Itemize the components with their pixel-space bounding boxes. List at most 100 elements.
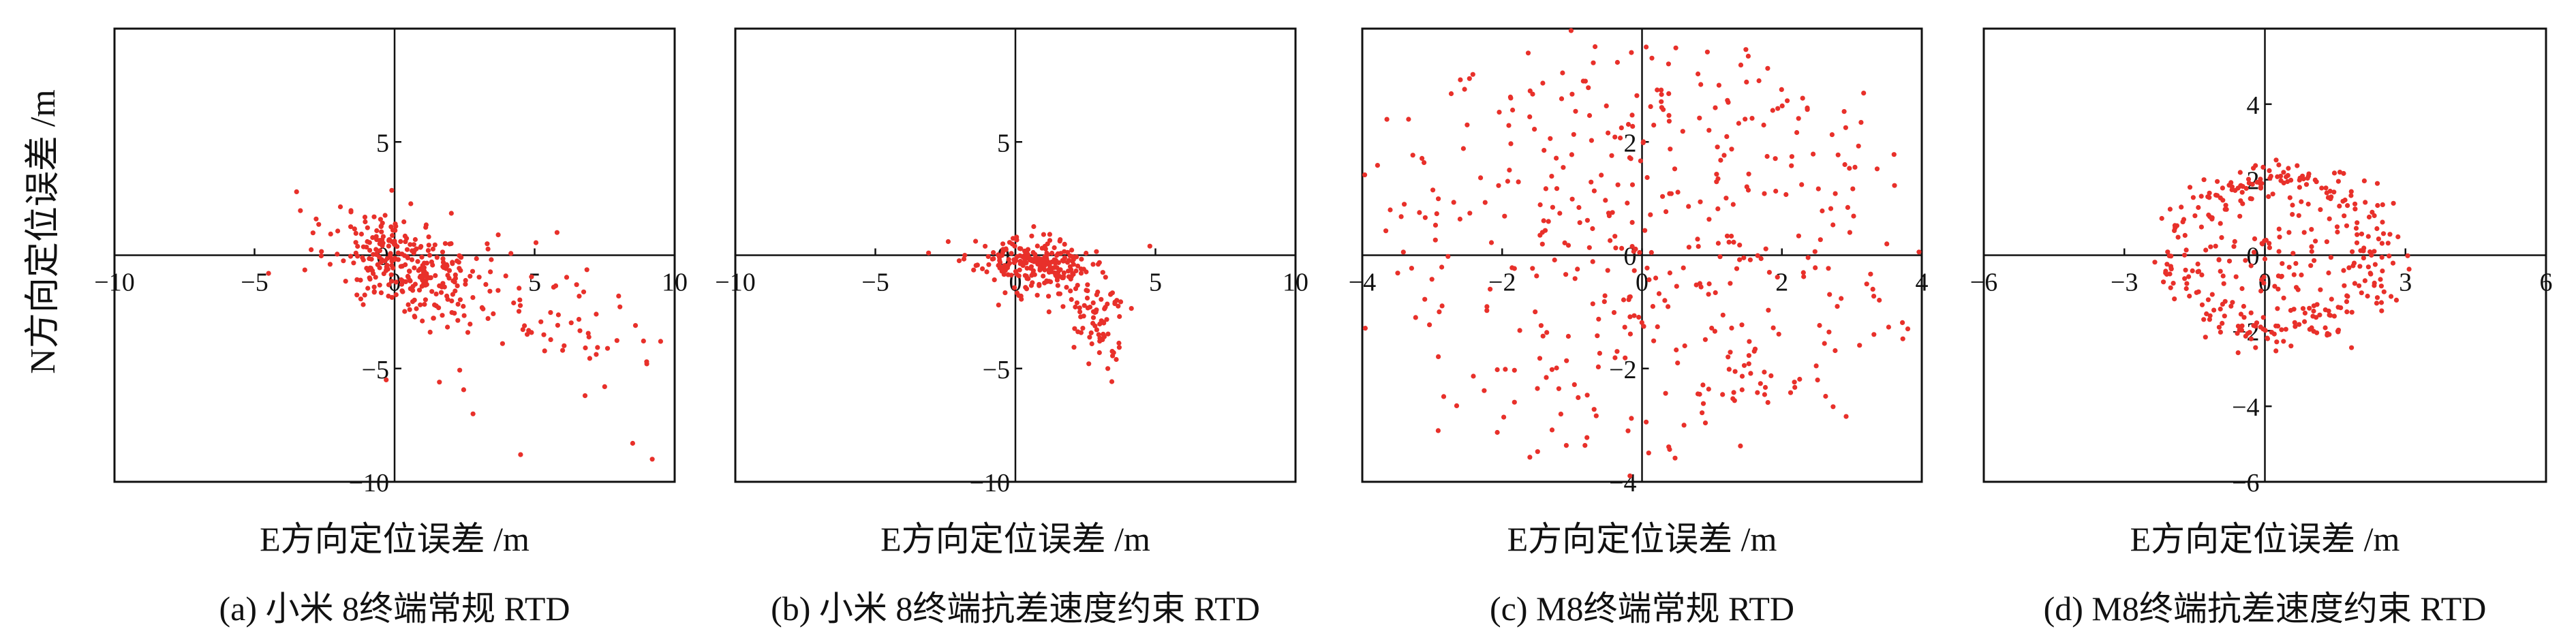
data-point	[1559, 96, 1565, 102]
data-point	[2183, 247, 2189, 253]
y-tick-label: 2	[2247, 167, 2260, 196]
data-point	[1516, 179, 1521, 185]
data-point	[1543, 186, 1548, 191]
data-point	[355, 254, 361, 259]
data-point	[379, 229, 384, 234]
data-point	[1613, 245, 1619, 251]
data-point	[370, 235, 375, 241]
data-point	[1792, 380, 1797, 385]
data-point	[1697, 115, 1702, 121]
data-point	[2214, 193, 2220, 198]
data-point	[1467, 211, 1473, 216]
data-point	[2241, 315, 2247, 320]
data-point	[1575, 266, 1580, 272]
data-point	[1505, 179, 1510, 184]
data-point	[409, 257, 415, 262]
data-point	[2216, 324, 2222, 330]
data-point	[2378, 283, 2384, 289]
data-point	[1768, 373, 1774, 379]
data-point	[1625, 428, 1631, 433]
data-point	[1568, 28, 1574, 33]
data-point	[2365, 234, 2371, 239]
data-point	[2331, 313, 2337, 319]
data-point	[1744, 79, 1749, 85]
data-point	[2172, 223, 2177, 228]
data-point	[2240, 201, 2245, 206]
data-point	[1625, 200, 1630, 206]
data-point	[1706, 281, 1712, 287]
data-point	[1871, 332, 1877, 337]
data-point	[1075, 263, 1081, 269]
data-point	[1680, 129, 1685, 134]
data-point	[1738, 62, 1744, 67]
data-point	[1813, 265, 1818, 271]
data-point	[328, 231, 333, 236]
data-point	[412, 247, 418, 253]
data-point	[1420, 155, 1425, 161]
data-point	[1796, 116, 1801, 121]
data-point	[2286, 230, 2292, 235]
data-point	[1608, 238, 1613, 243]
data-point	[1766, 270, 1772, 275]
data-point	[517, 297, 523, 303]
data-point	[2226, 258, 2233, 264]
data-point	[1764, 153, 1770, 159]
data-point	[1540, 333, 1546, 339]
y-tick-label: −4	[1609, 469, 1636, 497]
data-point	[2267, 241, 2272, 246]
data-point	[1564, 358, 1569, 363]
data-point	[1630, 123, 1636, 129]
data-point	[614, 338, 619, 343]
data-point	[1845, 204, 1850, 210]
data-point	[554, 230, 560, 235]
data-point	[568, 320, 574, 326]
data-point	[553, 283, 559, 288]
data-point	[2283, 326, 2288, 332]
data-point	[2270, 191, 2275, 197]
data-point	[2352, 281, 2357, 286]
data-point	[1712, 328, 1717, 334]
data-point	[576, 317, 582, 322]
data-point	[2391, 200, 2396, 206]
data-point	[2206, 212, 2211, 218]
data-point	[2365, 293, 2370, 299]
data-point	[1758, 381, 1763, 386]
data-point	[1734, 266, 1740, 271]
data-point	[2387, 254, 2392, 259]
data-point	[389, 187, 395, 193]
data-point	[2198, 224, 2204, 230]
data-point	[2222, 313, 2227, 319]
data-point	[2365, 264, 2371, 270]
data-point	[2260, 164, 2266, 170]
data-point	[2309, 244, 2314, 249]
data-point	[1078, 266, 1084, 272]
data-point	[1686, 245, 1691, 250]
x-tick-label: −6	[1970, 269, 1997, 297]
data-point	[1037, 281, 1042, 287]
data-point	[1075, 283, 1080, 288]
data-point	[2205, 297, 2211, 303]
data-point	[440, 260, 446, 265]
data-point	[1054, 277, 1060, 283]
data-point	[377, 248, 383, 254]
data-point	[1706, 217, 1712, 222]
data-point	[449, 298, 455, 304]
data-point	[1512, 367, 1517, 373]
data-point	[2220, 185, 2225, 191]
data-point	[309, 247, 314, 252]
data-point	[298, 208, 303, 213]
data-point	[1762, 392, 1767, 397]
data-point	[1686, 204, 1691, 209]
data-point	[2317, 312, 2322, 318]
data-point	[1527, 88, 1533, 93]
data-point	[658, 339, 664, 344]
data-point	[1773, 188, 1779, 194]
data-point	[2220, 198, 2226, 203]
data-point	[410, 288, 416, 293]
data-point	[1067, 264, 1073, 269]
data-point	[1653, 275, 1659, 281]
data-point	[1422, 215, 1428, 220]
data-point	[1718, 157, 1723, 163]
data-point	[1704, 49, 1710, 55]
